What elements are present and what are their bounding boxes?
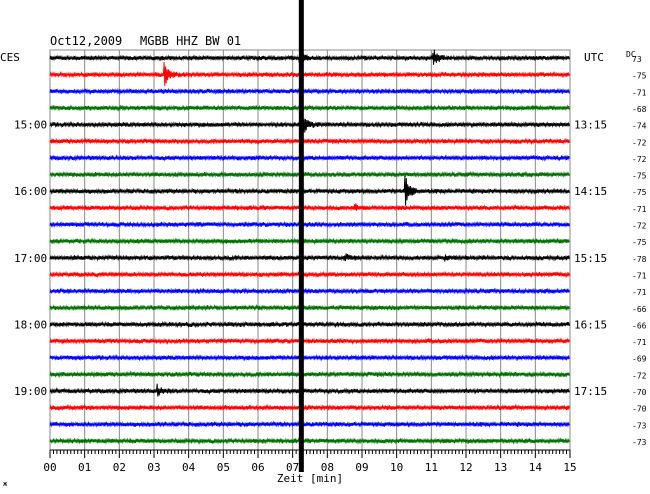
x-tick-label: 11 xyxy=(425,461,438,474)
dc-offset-label: -72 xyxy=(632,138,647,147)
trace-row-7 xyxy=(49,170,570,179)
right-time-label: 15:15 xyxy=(574,252,607,265)
date-label: Oct12,2009 xyxy=(50,34,122,48)
x-tick-label: 13 xyxy=(494,461,507,474)
x-axis: 00 01 02 03 04 05 06 07 08 09 10 11 12 13 14 15 xyxy=(43,449,577,474)
x-tick-label: 07 xyxy=(286,461,299,474)
trace-row-6 xyxy=(49,154,570,162)
dc-label: DC xyxy=(626,50,636,59)
trace-row-5 xyxy=(49,137,570,146)
trace-row-14 xyxy=(49,287,570,295)
x-tick-label: 10 xyxy=(390,461,403,474)
x-tick-label: 08 xyxy=(321,461,334,474)
dc-offset-label: -71 xyxy=(632,288,647,297)
trace-row-11 xyxy=(49,237,570,245)
dc-offset-label: -71 xyxy=(632,205,647,214)
x-tick-label: 00 xyxy=(43,461,56,474)
left-time-label: 17:00 xyxy=(14,252,47,265)
dc-offset-label: -75 xyxy=(632,72,647,81)
dc-offset-label: -73 xyxy=(632,438,647,447)
trace-row-16 xyxy=(49,320,570,329)
x-tick-label: 14 xyxy=(529,461,543,474)
x-tick-label: 12 xyxy=(459,461,472,474)
dc-offset-label: -74 xyxy=(632,122,647,131)
trace-row-23 xyxy=(49,437,570,445)
right-time-label: 16:15 xyxy=(574,318,607,331)
dc-offset-label: -66 xyxy=(632,305,647,314)
x-tick-label: 02 xyxy=(113,461,126,474)
dc-offset-label: -75 xyxy=(632,172,647,181)
left-time-label: 19:00 xyxy=(14,385,47,398)
dc-offset-label: -75 xyxy=(632,188,647,197)
dc-offset-labels: 73 -75 -71 -68 -74 -72 -72 -75 -75 -71 -72 -75 -78 -7… xyxy=(632,55,647,447)
trace-row-15 xyxy=(49,304,570,312)
x-tick-label: 03 xyxy=(147,461,160,474)
x-tick-label: 01 xyxy=(78,461,91,474)
seismic-traces xyxy=(49,49,570,445)
trace-row-13 xyxy=(49,270,570,279)
dc-offset-label: -71 xyxy=(632,88,647,97)
trace-row-22 xyxy=(49,420,570,429)
trace-row-1 xyxy=(49,61,570,86)
trace-row-21 xyxy=(49,403,570,412)
dc-offset-label: -72 xyxy=(632,155,647,164)
right-time-label: 13:15 xyxy=(574,119,607,132)
left-time-label: 16:00 xyxy=(14,185,47,198)
right-timezone-label: UTC xyxy=(584,51,604,64)
trace-row-0 xyxy=(49,49,570,65)
x-tick-label: 05 xyxy=(217,461,230,474)
x-tick-label: 04 xyxy=(182,461,196,474)
dc-offset-label: -68 xyxy=(632,105,647,114)
left-time-label: 18:00 xyxy=(14,318,47,331)
right-time-label: 17:15 xyxy=(574,385,607,398)
trace-row-3 xyxy=(49,104,570,112)
trace-row-18 xyxy=(49,354,570,362)
left-time-label: 15:00 xyxy=(14,119,47,132)
trace-row-9 xyxy=(49,203,570,212)
trace-row-10 xyxy=(49,220,570,229)
trace-row-20 xyxy=(49,383,570,397)
trace-row-12 xyxy=(49,253,570,262)
dc-offset-label: -71 xyxy=(632,338,647,347)
trace-row-17 xyxy=(49,337,570,345)
corner-mark: ж xyxy=(3,480,8,488)
dc-offset-label: -72 xyxy=(632,222,647,231)
x-tick-label: 15 xyxy=(563,461,576,474)
dc-offset-label: -71 xyxy=(632,271,647,280)
dc-offset-label: -69 xyxy=(632,355,647,364)
dc-offset-label: -72 xyxy=(632,371,647,380)
trace-row-19 xyxy=(49,370,570,379)
dc-offset-label: -78 xyxy=(632,255,647,264)
dc-offset-label: -70 xyxy=(632,388,647,397)
x-tick-label: 06 xyxy=(251,461,264,474)
trace-row-2 xyxy=(49,87,570,96)
right-time-label: 14:15 xyxy=(574,185,607,198)
dc-offset-label: -66 xyxy=(632,321,647,330)
dc-offset-label: -75 xyxy=(632,238,647,247)
time-labels: 15:00 16:00 17:00 18:00 19:00 13:15 14:15 15:15… xyxy=(14,119,607,398)
trace-row-8 xyxy=(49,175,570,206)
current-time-marker xyxy=(298,0,304,472)
x-axis-title: Zeit [min] xyxy=(277,472,343,485)
time-marker xyxy=(298,0,304,472)
x-tick-label: 09 xyxy=(355,461,368,474)
dc-offset-label: -73 xyxy=(632,421,647,430)
dc-offset-label: -70 xyxy=(632,405,647,414)
trace-row-4 xyxy=(49,117,570,133)
dc-offset-label: 73 xyxy=(632,55,642,64)
left-timezone-label: CES xyxy=(0,51,20,64)
station-label: MGBB HHZ BW 01 xyxy=(140,34,241,48)
